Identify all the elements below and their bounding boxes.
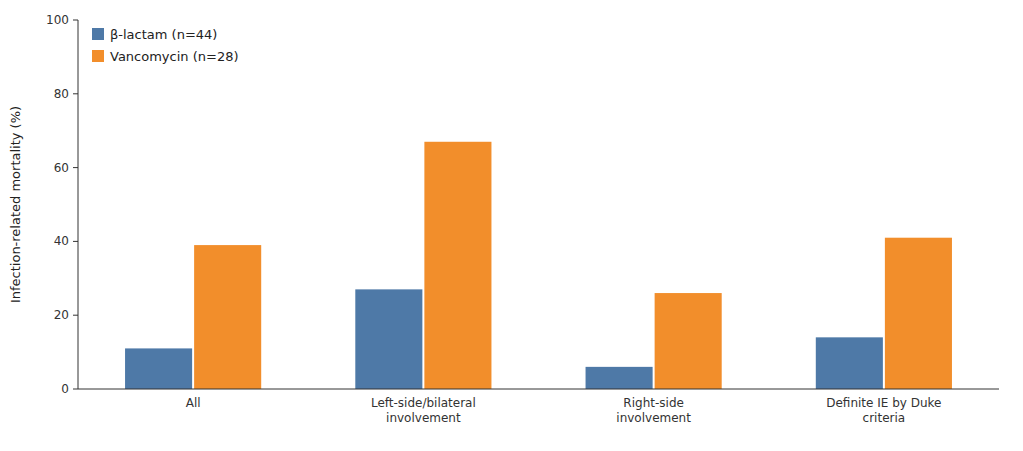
x-tick-label-line: All [186, 396, 201, 410]
y-tick [73, 93, 78, 94]
bars [125, 142, 952, 389]
x-tick-label-line: Definite IE by Duke [826, 396, 941, 410]
bar [816, 337, 883, 389]
y-axis-line [78, 20, 79, 389]
y-tick [73, 315, 78, 316]
y-tick [73, 20, 78, 21]
x-axis-line [78, 389, 999, 390]
y-tick-label: 60 [54, 161, 69, 175]
x-tick-label-line: Left-side/bilateral [371, 396, 476, 410]
legend-label: Vancomycin (n=28) [110, 49, 239, 64]
x-tick-label: Right-sideinvolvement [616, 396, 691, 425]
bar [355, 289, 422, 389]
legend: β-lactam (n=44) Vancomycin (n=28) [92, 27, 239, 64]
chart: 020406080100AllLeft-side/bilateralinvolv… [0, 0, 1023, 451]
bar [885, 238, 952, 389]
bar [586, 367, 653, 389]
y-tick [73, 167, 78, 168]
y-tick-label: 80 [54, 87, 69, 101]
x-tick-label: All [186, 396, 201, 410]
bar [424, 142, 491, 389]
x-tick-label: Left-side/bilateralinvolvement [371, 396, 476, 425]
bar [655, 293, 722, 389]
bar [194, 245, 261, 389]
x-tick-label-line: involvement [386, 411, 461, 425]
y-tick-label: 0 [61, 382, 69, 396]
y-tick-label: 20 [54, 308, 69, 322]
x-tick-label-line: criteria [863, 411, 906, 425]
y-tick-label: 100 [46, 13, 69, 27]
legend-label: β-lactam (n=44) [110, 27, 217, 42]
bar [125, 348, 192, 389]
y-tick [73, 389, 78, 390]
legend-swatch [92, 50, 104, 62]
y-tick-label: 40 [54, 234, 69, 248]
x-tick-label-line: Right-side [623, 396, 684, 410]
x-tick-label-line: involvement [616, 411, 691, 425]
x-tick-label: Definite IE by Dukecriteria [826, 396, 941, 425]
legend-swatch [92, 28, 104, 40]
y-axis-label: Infection-related mortality (%) [8, 106, 23, 303]
y-tick [73, 241, 78, 242]
